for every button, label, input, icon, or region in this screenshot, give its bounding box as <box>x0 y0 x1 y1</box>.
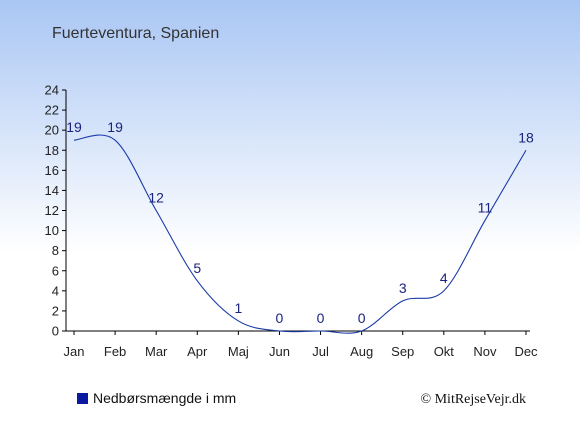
x-tick-label: Jan <box>64 344 85 359</box>
data-label: 19 <box>107 119 123 135</box>
data-labels: 19 19 12 5 1 0 0 0 3 4 11 18 <box>66 119 534 326</box>
data-label: 3 <box>399 280 407 296</box>
chart-title: Fuerteventura, Spanien <box>52 25 219 42</box>
data-label: 1 <box>234 300 242 316</box>
y-tick-label: 2 <box>52 303 59 318</box>
data-label: 11 <box>478 200 493 216</box>
x-tick-label: Mar <box>145 344 168 359</box>
x-tick-label: Okt <box>434 344 455 359</box>
y-tick-label: 16 <box>45 163 59 178</box>
y-tick-label: 18 <box>45 143 59 158</box>
x-tick-label: Maj <box>228 344 249 359</box>
data-label: 0 <box>317 310 325 326</box>
data-label: 5 <box>193 260 201 276</box>
precipitation-line <box>73 134 527 334</box>
legend-marker <box>77 393 88 404</box>
y-tick-label: 0 <box>52 324 59 339</box>
data-label: 0 <box>358 310 366 326</box>
y-tick-label: 8 <box>52 243 59 258</box>
y-tick-label: 14 <box>45 183 59 198</box>
y-tick-label: 10 <box>45 223 59 238</box>
data-label: 4 <box>440 270 448 286</box>
y-tick-label: 24 <box>45 83 59 98</box>
x-tick-label: Feb <box>104 344 126 359</box>
x-tick-label: Sep <box>391 344 414 359</box>
y-tick-label: 6 <box>52 263 59 278</box>
legend-label: Nedbørsmængde i mm <box>93 390 236 406</box>
y-tick-label: 20 <box>45 123 59 138</box>
y-tick-label: 4 <box>52 283 59 298</box>
data-label: 18 <box>518 129 534 145</box>
credit-text: © MitRejseVejr.dk <box>420 392 526 407</box>
data-label: 19 <box>66 119 82 135</box>
x-tick-label: Nov <box>473 344 497 359</box>
x-tick-label: Dec <box>514 344 538 359</box>
x-tick-label: Apr <box>187 344 208 359</box>
x-axis-ticks: Jan Feb Mar Apr Maj Jun Jul Aug Sep Okt Nov Dec <box>64 331 538 359</box>
y-tick-label: 12 <box>45 203 59 218</box>
x-tick-label: Aug <box>350 344 373 359</box>
x-tick-label: Jul <box>312 344 329 359</box>
data-label: 0 <box>276 310 284 326</box>
data-label: 12 <box>148 190 164 206</box>
y-tick-label: 22 <box>45 103 59 118</box>
x-tick-label: Jun <box>269 344 290 359</box>
